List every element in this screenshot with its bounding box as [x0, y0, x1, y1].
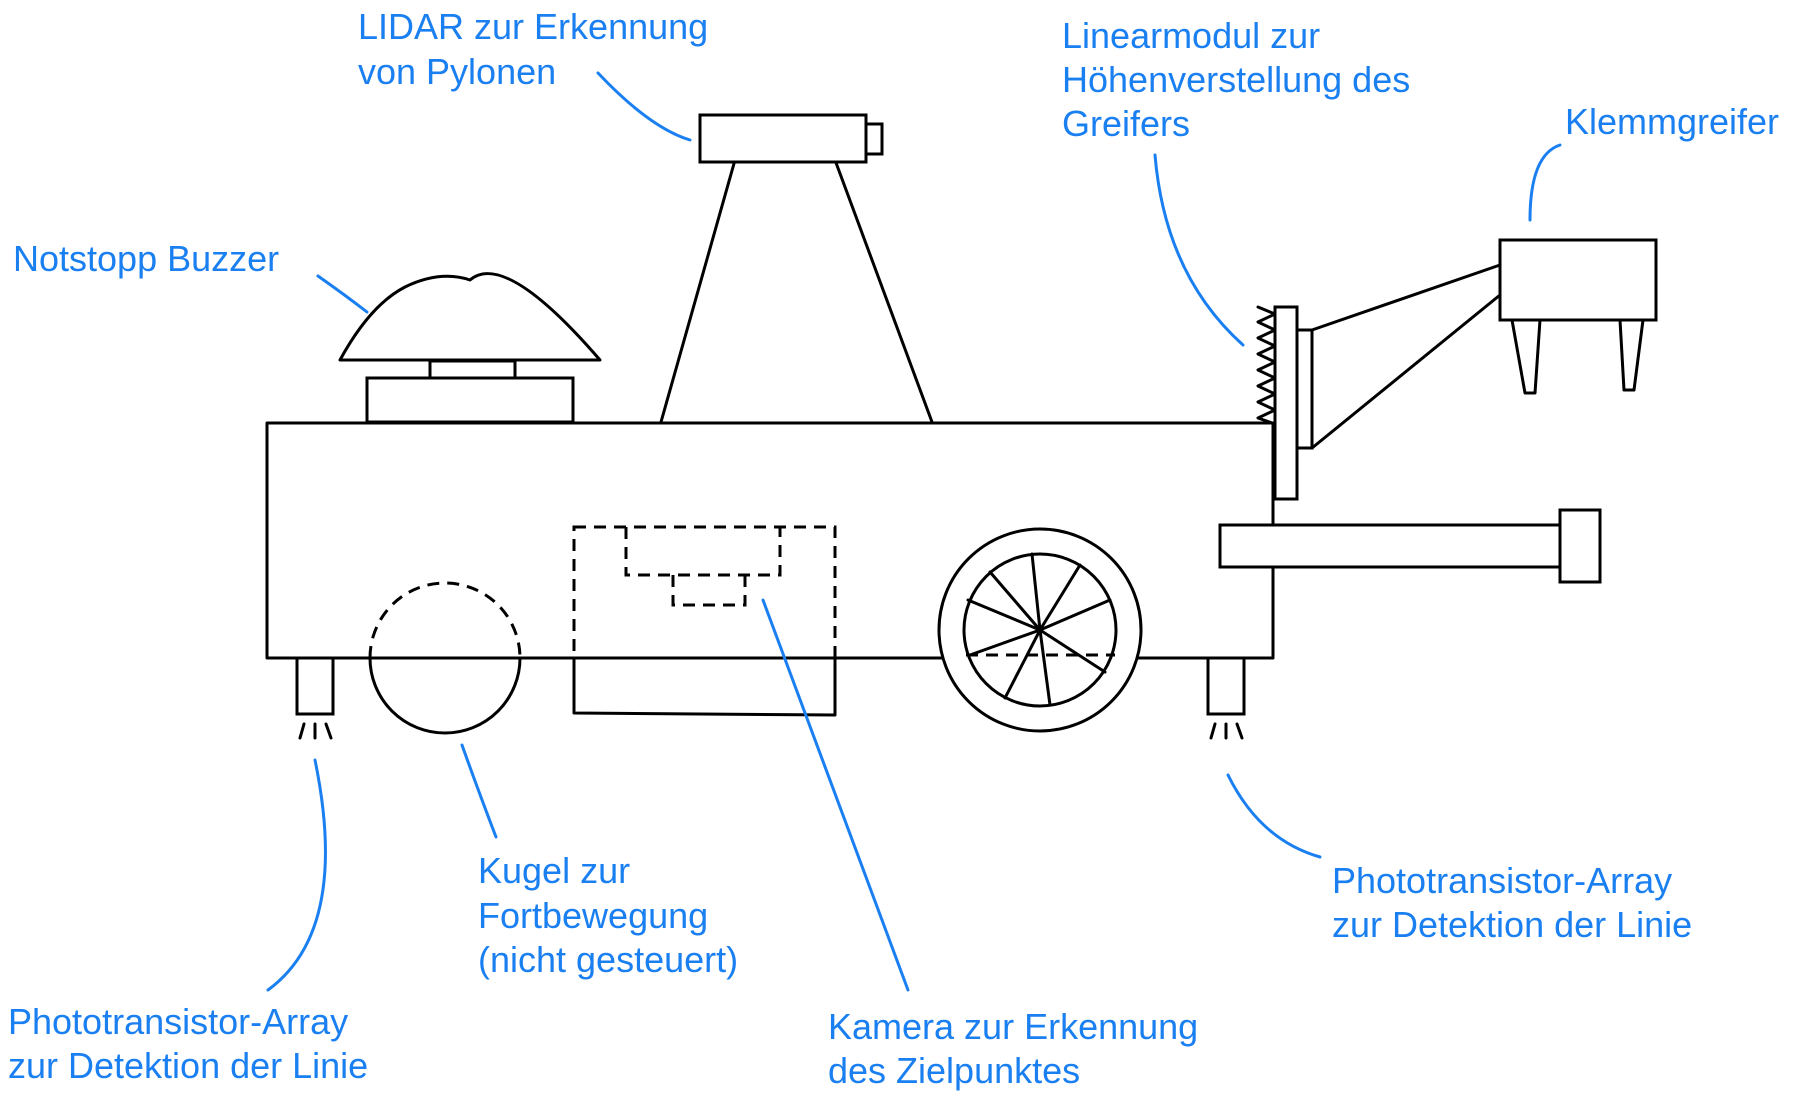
leader-phototransistor-right — [1228, 775, 1320, 857]
label-phototransistor-left: Phototransistor-Array zur Detektion der … — [8, 1001, 368, 1086]
label-lidar: LIDAR zur Erkennung von Pylonen — [358, 6, 718, 92]
phototransistor-left — [297, 658, 333, 714]
leader-phototransistor-left — [268, 760, 325, 990]
castor-ball — [370, 658, 520, 733]
label-kugel: Kugel zur Fortbewegung (nicht gesteuert) — [478, 850, 738, 980]
camera-housing-hidden — [574, 527, 835, 658]
lidar-lens — [866, 124, 882, 154]
label-linearmodul-line-3: Greifers — [1062, 103, 1190, 144]
label-lidar-line-2: von Pylonen — [358, 51, 556, 92]
phototransistor-right — [1208, 658, 1244, 714]
label-phototransistor-left-line-1: Phototransistor-Array — [8, 1001, 348, 1042]
label-linearmodul-line-2: Höhenverstellung des — [1062, 59, 1410, 100]
label-kamera: Kamera zur Erkennung des Zielpunktes — [828, 1006, 1208, 1091]
label-notstopp: Notstopp Buzzer — [13, 238, 279, 279]
gripper-arm — [1312, 265, 1500, 448]
leader-linearmodul — [1155, 155, 1243, 345]
leader-kugel — [462, 745, 496, 837]
label-notstopp-line-1: Notstopp Buzzer — [13, 238, 279, 279]
label-klemmgreifer: Klemmgreifer — [1565, 101, 1779, 142]
lidar-stand — [661, 160, 932, 422]
label-phototransistor-right: Phototransistor-Array zur Detektion der … — [1332, 860, 1692, 945]
clamp-gripper-body — [1500, 240, 1656, 320]
buzzer-base — [367, 378, 573, 422]
label-kugel-line-1: Kugel zur — [478, 850, 630, 891]
front-bar — [1220, 525, 1560, 567]
phototransistor-right-rays — [1211, 724, 1242, 738]
leader-klemmgreifer — [1530, 145, 1560, 220]
robot-drawing — [267, 115, 1656, 738]
label-linearmodul-line-1: Linearmodul zur — [1062, 15, 1320, 56]
camera-lens-hidden — [673, 575, 745, 605]
phototransistor-left-rays — [300, 724, 331, 738]
label-phototransistor-right-line-1: Phototransistor-Array — [1332, 860, 1672, 901]
label-lidar-line-1: LIDAR zur Erkennung — [358, 6, 708, 47]
leader-notstopp — [318, 276, 367, 312]
front-bar-cap — [1560, 510, 1600, 582]
label-kamera-line-1: Kamera zur Erkennung — [828, 1006, 1198, 1047]
castor-ball-hidden — [370, 583, 520, 658]
clamp-gripper-finger-left — [1512, 320, 1540, 393]
label-kugel-line-2: Fortbewegung — [478, 895, 708, 936]
clamp-gripper-finger-right — [1620, 320, 1643, 390]
drive-wheel — [939, 529, 1141, 731]
buzzer-stem — [430, 361, 515, 378]
label-phototransistor-right-line-2: zur Detektion der Linie — [1332, 904, 1692, 945]
buzzer-dome — [340, 274, 600, 360]
lidar-sensor — [700, 115, 866, 162]
linear-module-rail — [1275, 307, 1297, 499]
label-kugel-line-3: (nicht gesteuert) — [478, 939, 738, 980]
label-kamera-line-2: des Zielpunktes — [828, 1050, 1080, 1091]
label-klemmgreifer-line-1: Klemmgreifer — [1565, 101, 1779, 142]
label-phototransistor-left-line-2: zur Detektion der Linie — [8, 1045, 368, 1086]
leader-lidar — [598, 73, 690, 140]
label-linearmodul: Linearmodul zur Höhenverstellung des Gre… — [1062, 15, 1420, 144]
linear-module-rack — [1258, 307, 1275, 424]
linear-module-slider — [1297, 330, 1312, 448]
camera-body-hidden — [626, 527, 780, 575]
